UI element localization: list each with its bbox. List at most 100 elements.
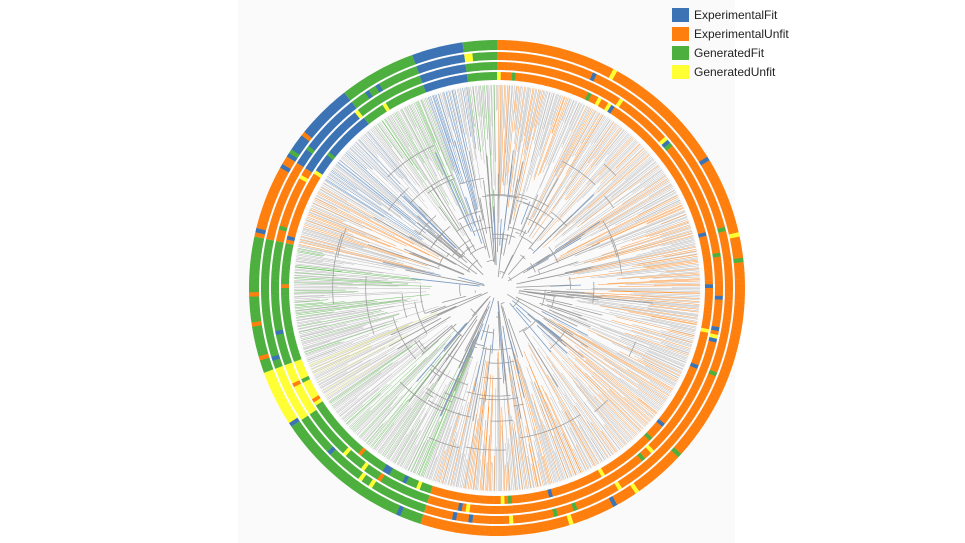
internal-branch [519, 194, 539, 237]
branch-tip [587, 329, 682, 373]
ring-cell [713, 260, 722, 266]
ring-cell [324, 413, 334, 421]
ring-cell [704, 276, 713, 281]
branch-tip [332, 168, 434, 243]
branch-tip [309, 312, 438, 366]
ring-cell [591, 95, 599, 105]
branch-tip [561, 108, 594, 169]
ring-cell [261, 263, 271, 269]
ring-cell [398, 473, 406, 483]
internal-arc [481, 347, 512, 351]
ring-cell [687, 200, 696, 207]
ring-cell [382, 102, 391, 112]
internal-branch [500, 304, 510, 340]
branch-tip [297, 310, 382, 327]
internal-branch [436, 234, 463, 258]
ring-cell [582, 79, 590, 89]
ring-cell [461, 64, 467, 73]
branch-tip [553, 172, 665, 249]
branch-tip [294, 269, 417, 282]
ring-cell [305, 403, 315, 412]
ring-cell [284, 156, 296, 166]
branch-tip [329, 340, 421, 403]
internal-branch [409, 252, 465, 276]
branch-tip [539, 424, 559, 482]
ring-cell [270, 384, 282, 393]
branch-tip [488, 394, 494, 491]
branch-tip [433, 95, 463, 184]
ring-cell [698, 410, 710, 420]
ring-cell [676, 142, 686, 151]
ring-cell [665, 112, 676, 123]
ring-cell [373, 96, 382, 106]
ring-cell [271, 279, 280, 285]
internal-arc [488, 360, 514, 364]
ring-cell [380, 92, 389, 102]
ring-cell [724, 303, 733, 309]
ring-cell [574, 66, 582, 76]
ring-cell [689, 362, 699, 370]
ring-cell [516, 514, 522, 524]
ring-cell [307, 125, 318, 136]
ring-cell [370, 110, 378, 120]
ring-cell [327, 446, 336, 455]
internal-arc [447, 353, 465, 365]
ring-cell [288, 394, 298, 403]
ring-cell [710, 388, 722, 397]
ring-cell [604, 79, 612, 89]
ring-cell [604, 498, 614, 510]
branch-tip [593, 125, 620, 160]
ring-cell [571, 64, 578, 74]
ring-cell [547, 78, 554, 88]
ring-cell [492, 525, 497, 536]
ring-cell [728, 337, 740, 344]
legend-label: GeneratedFit [694, 45, 765, 60]
ring-cell [423, 494, 430, 503]
ring-cell [282, 214, 291, 221]
branch-tip [557, 150, 647, 233]
ring-cell [294, 162, 304, 171]
ring-cell [313, 170, 323, 178]
branch-tip [328, 334, 428, 402]
branch-tip [562, 359, 634, 439]
branch-tip [544, 425, 564, 480]
ring-cell [522, 73, 528, 83]
internal-arc [451, 326, 463, 337]
ring-cell [595, 480, 604, 490]
ring-cell [476, 515, 482, 524]
ring-cell [331, 100, 342, 112]
ring-cell [688, 159, 698, 168]
branch-tip [503, 394, 511, 491]
ring-cell [694, 417, 705, 427]
branch-tip [312, 202, 373, 231]
ring-cell [271, 283, 280, 288]
ring-cell [588, 473, 596, 483]
branch-tip [665, 338, 692, 348]
ring-cell [475, 525, 481, 536]
internal-branch [441, 295, 467, 303]
branch-tip [294, 299, 329, 303]
ring-cell [412, 76, 420, 86]
branch-tip [480, 444, 485, 491]
ring-cell [261, 303, 270, 309]
ring-cell [732, 249, 743, 256]
branch-tip [316, 194, 351, 213]
ring-cell [624, 449, 633, 459]
branch-tip [552, 374, 608, 459]
ring-cell [734, 292, 745, 297]
ring-cell [677, 161, 687, 170]
branch-tip [368, 403, 404, 446]
branch-tip [421, 99, 468, 215]
branch-tip [533, 440, 545, 486]
ring-cell [249, 274, 260, 280]
branch-tip [449, 90, 458, 123]
ring-cell [558, 48, 566, 60]
ring-cell [533, 75, 539, 84]
ring-cell [619, 113, 628, 122]
branch-tip [432, 95, 459, 174]
ring-cell [624, 462, 634, 471]
branch-tip [637, 359, 679, 381]
branch-tip [390, 433, 408, 462]
ring-cell [557, 81, 564, 91]
branch-tip [512, 428, 521, 490]
